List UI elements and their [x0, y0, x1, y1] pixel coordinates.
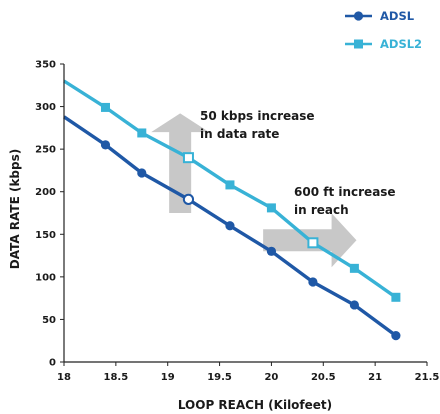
data-point — [182, 152, 194, 164]
data-point — [349, 263, 359, 273]
series-markers — [100, 102, 401, 341]
data-point — [391, 331, 401, 341]
data-point — [266, 203, 276, 213]
data-point — [391, 292, 401, 302]
legend: ADSL ADSL2 — [345, 9, 422, 51]
data-point — [182, 193, 195, 205]
axes: 18 18.5 19 19.5 20 20.5 21 21.5 0 50 100 150 200 250 3… — [35, 60, 439, 384]
x-tick-label: 19 — [161, 372, 175, 383]
data-point — [266, 246, 277, 256]
annotation-text: in data rate — [200, 127, 279, 141]
x-axis-label: LOOP REACH (Kilofeet) — [178, 398, 332, 412]
y-tick-label: 300 — [35, 102, 56, 113]
data-point — [225, 180, 235, 190]
annotation-text: 600 ft increase — [294, 185, 396, 199]
y-tick-label: 350 — [35, 60, 56, 71]
x-tick-label: 18.5 — [104, 372, 129, 383]
legend-label: ADSL — [380, 9, 415, 23]
legend-marker — [353, 11, 364, 21]
data-point — [307, 237, 319, 249]
y-axis-label: DATA RATE (kbps) — [8, 149, 22, 269]
data-point — [137, 128, 147, 138]
data-point — [308, 277, 318, 287]
annotation-text: 50 kbps increase — [200, 109, 315, 123]
annotation-text: 50 kbps increase in data rate 600 ft incre… — [200, 109, 396, 217]
data-point — [137, 168, 147, 178]
x-tick-label: 18 — [57, 372, 71, 383]
data-point — [225, 221, 235, 231]
x-tick-label: 21.5 — [415, 372, 440, 383]
y-tick-label: 250 — [35, 145, 56, 156]
data-point — [100, 102, 110, 112]
y-tick-label: 200 — [35, 187, 56, 198]
y-tick-label: 0 — [49, 358, 56, 369]
y-tick-label: 150 — [35, 230, 56, 241]
legend-label: ADSL2 — [380, 37, 422, 51]
x-tick-label: 20.5 — [311, 372, 336, 383]
x-tick-label: 21 — [368, 372, 382, 383]
up-arrow-icon — [151, 113, 210, 213]
x-tick-label: 19.5 — [207, 372, 232, 383]
data-point — [349, 300, 359, 310]
x-tick-label: 20 — [264, 372, 278, 383]
y-tick-label: 50 — [42, 315, 56, 326]
annotation-text: in reach — [294, 203, 349, 217]
data-point — [100, 140, 111, 150]
y-tick-label: 100 — [35, 272, 56, 283]
legend-marker — [354, 39, 363, 49]
